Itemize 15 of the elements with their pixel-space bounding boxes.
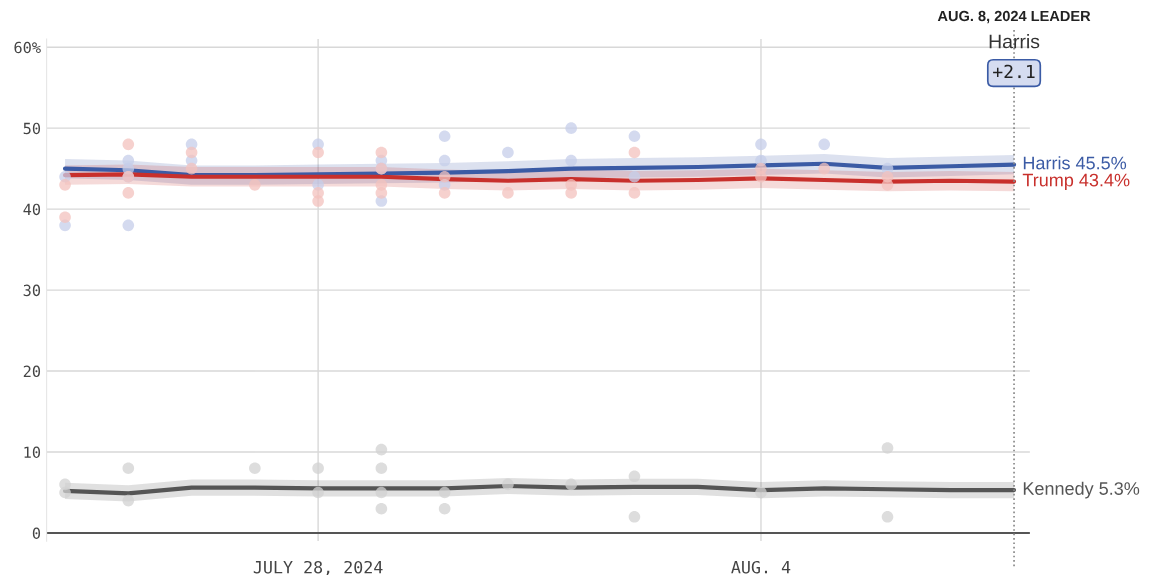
y-tick-label: 60% [14, 41, 41, 54]
text: AUG. 8, 2024 LEADER [937, 10, 1091, 24]
y-tick-label: 50 [23, 122, 41, 135]
series-label: Kennedy 5.3% [1023, 481, 1140, 499]
x-tick-label: JULY 28, 2024 [253, 560, 383, 575]
y-tick-label: 20 [23, 365, 41, 378]
x-tick-label: AUG. 4 [731, 560, 791, 574]
y-tick-label: 0 [32, 527, 41, 540]
y-tick-label: 30 [23, 284, 41, 297]
series-label: Harris 45.5% [1023, 156, 1127, 170]
annotation: Harris [989, 34, 1040, 49]
annotation: +2.1 [993, 64, 1035, 79]
series-label: Trump 43.4% [1022, 173, 1130, 191]
y-tick-label: 10 [24, 446, 41, 459]
y-tick-label: 40 [23, 203, 41, 216]
